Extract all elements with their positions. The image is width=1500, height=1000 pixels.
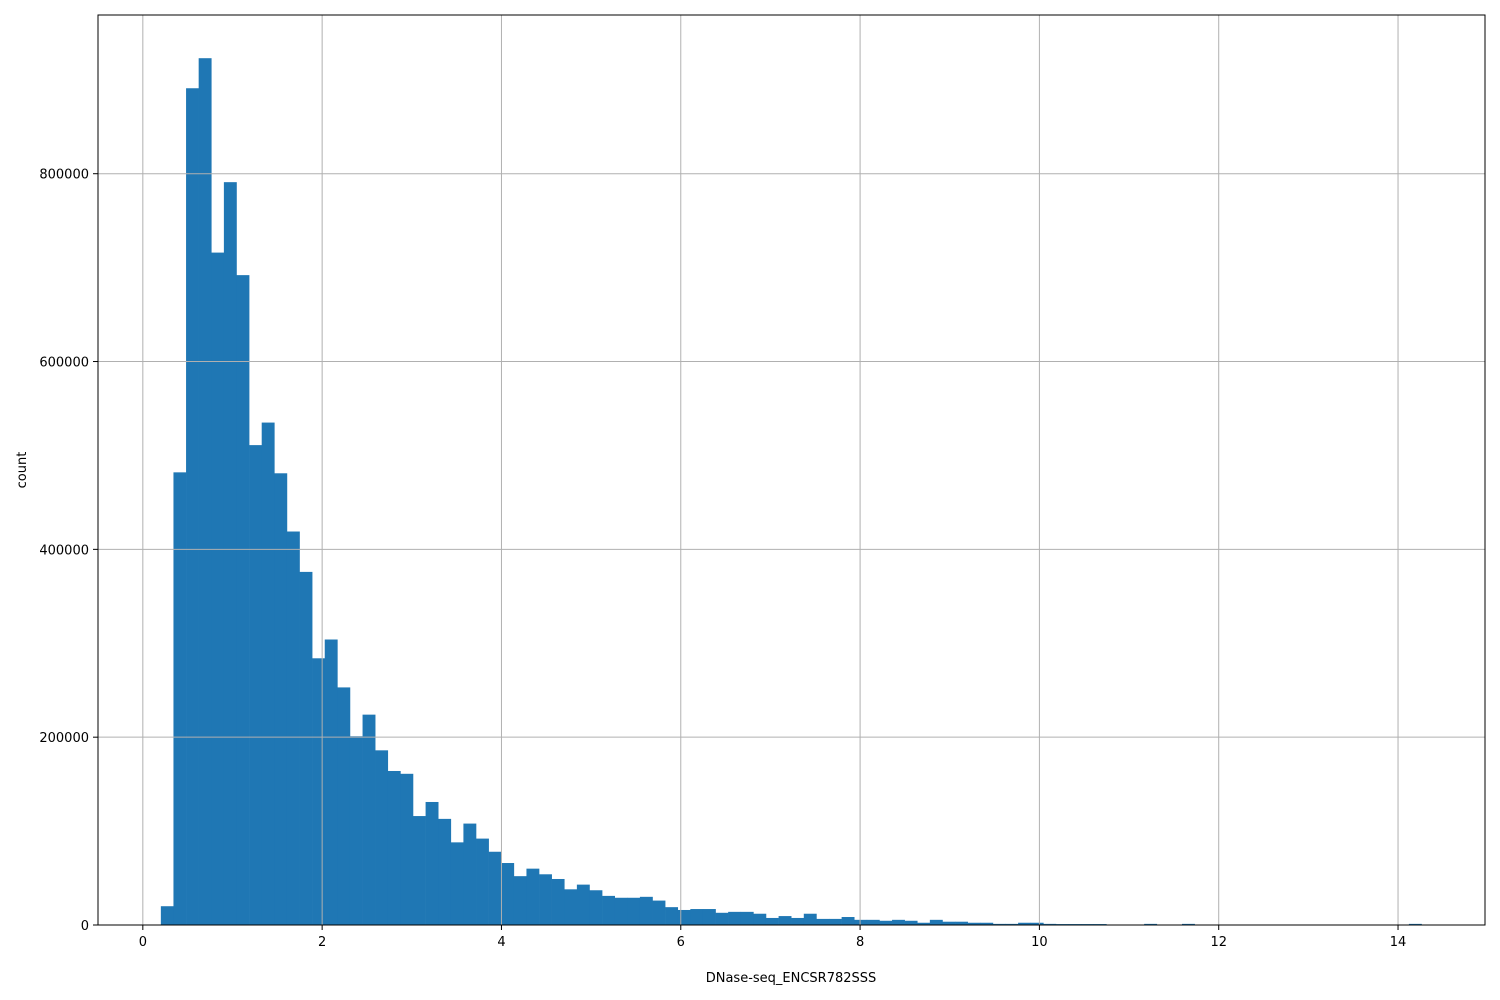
histogram-bar	[274, 473, 288, 925]
histogram-bar	[1043, 923, 1057, 925]
y-tick-label: 400000	[39, 543, 89, 558]
histogram-bar	[728, 911, 742, 925]
plot-frame	[97, 14, 1486, 926]
histogram-bar	[652, 900, 666, 925]
histogram-bar	[425, 801, 439, 925]
histogram-bar	[501, 863, 515, 925]
histogram-bar	[337, 687, 351, 925]
histogram-bar	[765, 917, 779, 925]
histogram-bar	[488, 851, 502, 925]
histogram-bar	[690, 909, 704, 925]
histogram-bar	[917, 922, 931, 925]
histogram-bar	[879, 920, 893, 925]
histogram-bar	[942, 921, 956, 925]
histogram-bar	[211, 252, 225, 925]
histogram-bar	[286, 531, 300, 925]
y-tick-label: 200000	[39, 731, 89, 746]
y-axis-label: count	[15, 452, 30, 489]
histogram-bar	[992, 923, 1006, 925]
x-tick-label: 0	[139, 935, 147, 950]
histogram-bar	[639, 896, 653, 925]
histogram-bar	[740, 911, 754, 925]
histogram-bar	[589, 890, 603, 925]
histogram-bar	[450, 842, 464, 925]
histogram-bar	[803, 913, 817, 925]
histogram-bar	[551, 878, 565, 925]
x-axis-label: DNase-seq_ENCSR782SSS	[706, 971, 877, 986]
x-axis-ticks: 0 2 4 6 8 10 12 14	[139, 925, 1407, 950]
histogram-bar	[677, 909, 691, 925]
histogram-bar	[967, 922, 981, 925]
histogram-bar	[1030, 922, 1044, 925]
x-tick-label: 12	[1210, 935, 1227, 950]
histogram-bar	[929, 919, 943, 925]
histogram-bar	[791, 917, 805, 925]
histogram-bar	[476, 838, 489, 925]
histogram-bar	[375, 750, 389, 925]
histogram-bar	[324, 639, 338, 925]
histogram-bar	[236, 275, 250, 925]
histogram-bar	[400, 773, 414, 925]
histogram-bar	[160, 906, 174, 925]
histogram-bar	[1005, 923, 1019, 925]
histogram-bar	[904, 920, 918, 925]
histogram-bar	[463, 823, 477, 925]
histogram-bar	[665, 907, 679, 925]
x-tick-label: 2	[318, 935, 326, 950]
histogram-bar	[173, 472, 187, 925]
histogram-bar	[702, 909, 716, 925]
histogram-bar	[602, 895, 615, 925]
histogram-bar	[526, 868, 540, 925]
x-tick-label: 8	[856, 935, 864, 950]
histogram-bar	[1181, 923, 1195, 925]
histogram-bar	[627, 897, 641, 925]
histogram-bar	[312, 658, 326, 925]
histogram-bar	[576, 884, 590, 925]
histogram-bar	[362, 714, 376, 925]
histogram-bar	[1018, 922, 1032, 925]
histogram-bar	[980, 922, 994, 925]
histogram-bar	[778, 916, 792, 925]
histogram-bar	[614, 897, 628, 925]
histogram-bar	[564, 889, 578, 925]
histogram-bar	[299, 571, 313, 925]
histogram-bar	[438, 818, 452, 925]
histogram-bar	[539, 874, 552, 925]
histogram-bar	[513, 876, 527, 925]
x-tick-label: 6	[677, 935, 685, 950]
histogram-bar	[866, 919, 880, 925]
histogram-bar	[1144, 923, 1158, 925]
x-tick-label: 14	[1390, 935, 1407, 950]
y-axis-ticks: 0 200000 400000 600000 800000	[39, 168, 98, 934]
bars	[160, 58, 1422, 926]
histogram-bar	[955, 921, 968, 925]
histogram-bar	[186, 88, 199, 925]
histogram-bar	[1408, 923, 1422, 925]
histogram-bar	[854, 919, 868, 925]
histogram-bar	[349, 736, 363, 925]
histogram-bar	[412, 816, 426, 925]
y-tick-label: 600000	[39, 356, 89, 371]
histogram-bar	[387, 770, 401, 925]
x-tick-label: 4	[497, 935, 505, 950]
histogram-bar	[816, 918, 830, 925]
histogram-bar	[223, 182, 237, 926]
histogram-bar	[261, 422, 275, 925]
y-tick-label: 0	[81, 919, 89, 934]
x-tick-label: 10	[1031, 935, 1048, 950]
histogram-bar	[715, 912, 729, 925]
y-tick-label: 800000	[39, 168, 89, 183]
histogram-bar	[249, 445, 263, 925]
histogram-bar	[829, 918, 842, 925]
histogram-bar	[198, 58, 212, 926]
histogram-bar	[841, 917, 855, 925]
histogram-bar	[892, 919, 905, 925]
histogram-bar	[753, 913, 767, 925]
